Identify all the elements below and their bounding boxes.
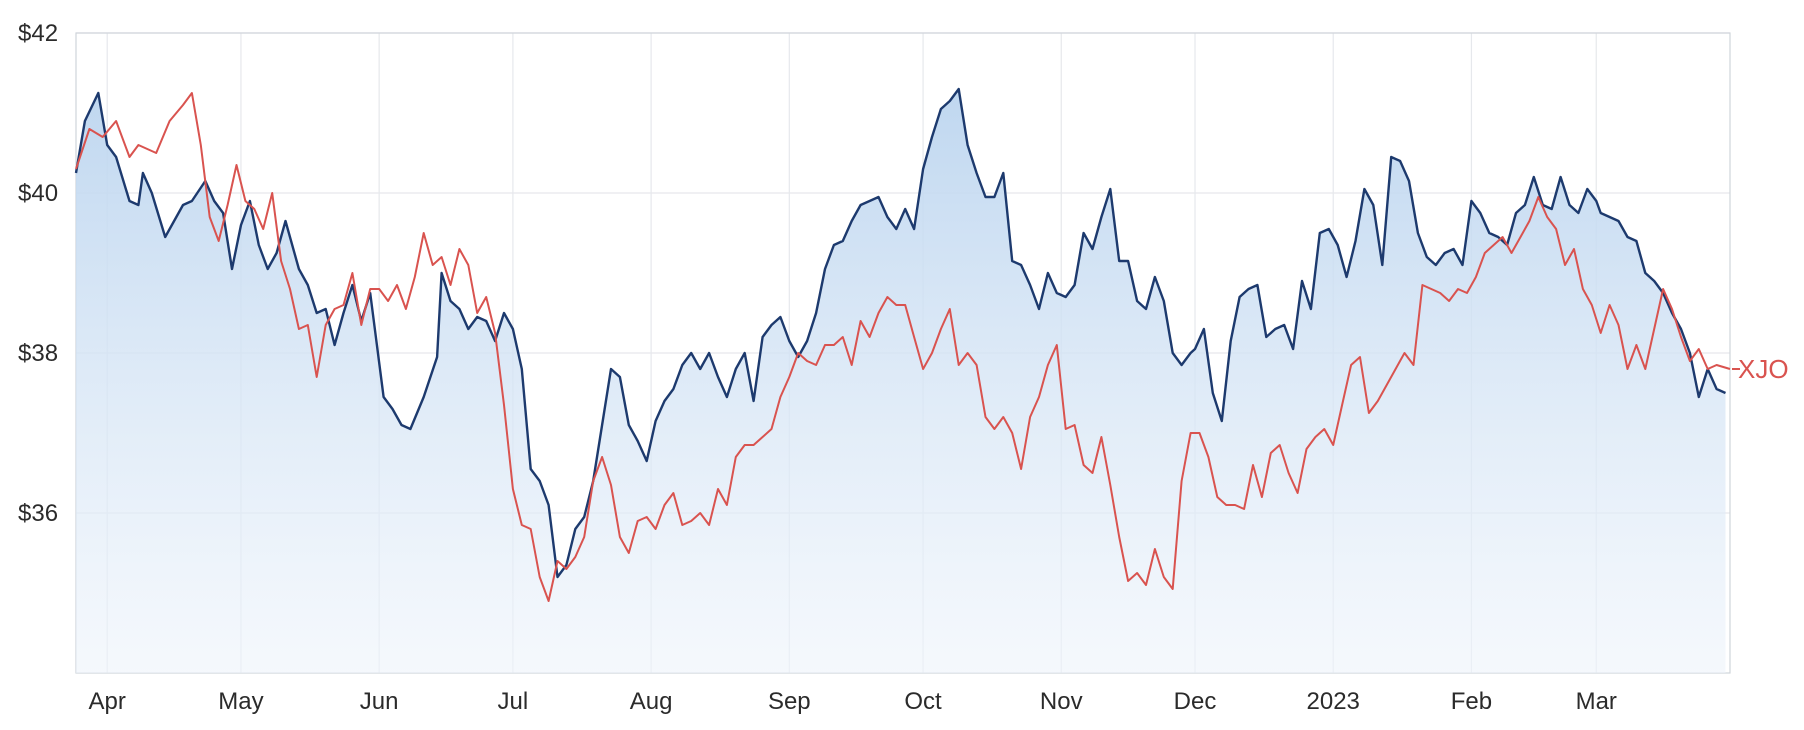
xjo-series-line [75,92,1731,602]
x-tick-label: Nov [1040,688,1083,715]
series-end-label: XJO [1738,354,1789,384]
x-axis: Apr May Jun Jul Aug Sep Oct Nov Dec 2023 Feb Mar [89,688,1617,715]
x-tick-label: May [218,688,263,715]
y-tick-label: $38 [18,340,58,367]
x-tick-label: 2023 [1307,688,1360,715]
series-labels: XJO [1732,354,1789,384]
x-tick-label: Mar [1576,688,1617,715]
x-tick-label: Sep [768,688,811,715]
x-tick-label: Jul [498,688,529,715]
x-tick-label: Oct [904,688,942,715]
area-fill-layer [76,89,1726,673]
y-tick-label: $40 [18,180,58,207]
x-tick-label: Dec [1174,688,1217,715]
y-tick-label: $42 [18,20,58,47]
series-lines [74,87,1731,602]
y-axis: $36 $38 $40 $42 [18,20,58,527]
x-tick-label: Apr [89,688,126,715]
series-area-fill [76,89,1726,673]
x-tick-label: Aug [630,688,673,715]
y-tick-label: $36 [18,500,58,527]
x-tick-label: Feb [1451,688,1492,715]
x-tick-label: Jun [360,688,399,715]
stock-series-line [74,87,1726,579]
